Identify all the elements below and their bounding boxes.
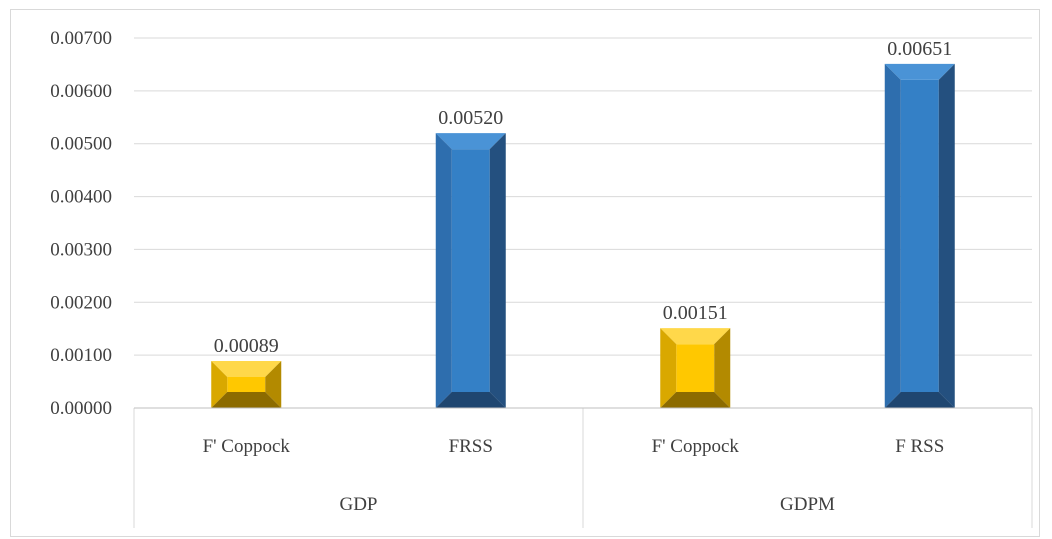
data-label: 0.00651: [887, 38, 952, 60]
x-category-label: FRSS: [449, 436, 493, 457]
bar-face: [451, 149, 490, 392]
x-group-label: GDPM: [780, 494, 835, 515]
y-tick-label: 0.00100: [50, 345, 112, 366]
bar-face: [900, 79, 939, 393]
bar-bevel-bottom: [884, 392, 955, 408]
bar-bevel-left: [884, 63, 901, 409]
y-tick-label: 0.00400: [50, 187, 112, 208]
y-tick-label: 0.00000: [50, 398, 112, 419]
data-label: 0.00520: [438, 107, 503, 129]
y-tick-label: 0.00200: [50, 292, 112, 313]
bar-face: [227, 376, 266, 392]
bar-bevel-bottom: [660, 392, 731, 408]
y-tick-label: 0.00700: [50, 28, 112, 49]
bar-gdpm-0: [660, 328, 731, 408]
x-category-label: F' Coppock: [652, 436, 740, 457]
bar-bevel-left: [211, 360, 228, 408]
bar-bevel-right: [714, 328, 731, 408]
bar-gdp-0: [211, 360, 282, 408]
x-group-label: GDP: [339, 494, 377, 515]
bar-bevel-top: [884, 63, 955, 80]
bar-bevel-top: [211, 360, 282, 377]
bar-bevel-right: [265, 360, 282, 408]
bar-gdp-1: [435, 133, 506, 408]
bar-bevel-top: [435, 133, 506, 150]
bar-bevel-bottom: [211, 392, 282, 408]
bar-gdpm-1: [884, 63, 955, 409]
bar-bevel-left: [660, 328, 677, 408]
x-category-label: F RSS: [895, 436, 944, 457]
bar-bevel-top: [660, 328, 731, 345]
bar-bevel-bottom: [435, 392, 506, 408]
y-tick-label: 0.00500: [50, 134, 112, 155]
bar-bevel-right: [489, 133, 506, 408]
data-label: 0.00151: [663, 302, 728, 324]
bar-bevel-right: [938, 63, 955, 409]
x-category-label: F' Coppock: [203, 436, 291, 457]
bar-face: [676, 344, 715, 392]
data-label: 0.00089: [214, 335, 279, 357]
bar-bevel-left: [435, 133, 452, 408]
y-tick-label: 0.00600: [50, 81, 112, 102]
y-tick-label: 0.00300: [50, 239, 112, 260]
chart-frame: [10, 9, 1040, 537]
